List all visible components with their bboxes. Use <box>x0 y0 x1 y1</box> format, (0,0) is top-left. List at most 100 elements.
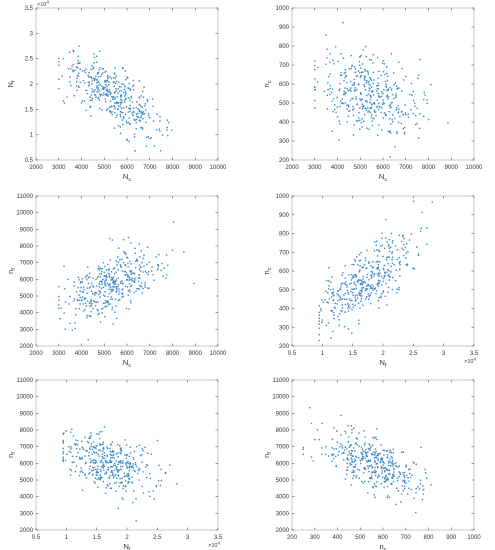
scatter-point <box>148 287 150 289</box>
scatter-point <box>384 295 386 297</box>
scatter-point <box>127 121 130 124</box>
scatter-point <box>98 433 100 435</box>
scatter-point <box>416 107 418 110</box>
scatter-point <box>88 451 90 454</box>
scatter-point <box>103 426 106 428</box>
scatter-point <box>175 483 178 485</box>
scatter-point <box>64 301 67 303</box>
scatter-point <box>329 87 331 90</box>
scatter-point <box>84 297 87 299</box>
scatter-point <box>384 478 386 480</box>
scatter-point <box>373 117 375 120</box>
scatter-point <box>138 277 141 279</box>
scatter-point <box>373 451 375 453</box>
y-tick-label: 7000 <box>20 445 34 451</box>
scatter-point <box>102 88 105 91</box>
y-tick-label: 200 <box>279 344 290 350</box>
scatter-point <box>386 469 388 471</box>
scatter-point <box>346 457 348 459</box>
scatter-point <box>101 430 103 433</box>
scatter-point <box>377 466 379 469</box>
scatter-point <box>61 75 63 77</box>
scatter-point <box>106 276 108 278</box>
scatter-point <box>110 465 112 468</box>
scatter-point <box>80 470 83 472</box>
scatter-point <box>356 297 359 299</box>
scatter-point <box>104 457 106 460</box>
scatter-point <box>354 296 356 299</box>
scatter-point <box>123 270 126 273</box>
scatter-point <box>352 303 354 305</box>
scatter-point <box>335 111 337 114</box>
scatter-point <box>124 99 126 101</box>
scatter-point <box>113 286 116 288</box>
scatter-point <box>380 95 383 98</box>
scatter-point <box>392 448 395 451</box>
x-tick-label: 3 <box>186 535 190 541</box>
scatter-panel-3: 2000 3000 4000 5000 6000 7000 8000 9000 10000200… <box>6 194 227 369</box>
scatter-point <box>324 299 326 301</box>
scatter-point <box>124 113 127 115</box>
scatter-point <box>120 107 123 110</box>
scatter-point <box>320 309 322 312</box>
scatter-point <box>110 271 113 273</box>
scatter-point <box>361 118 363 120</box>
scatter-point <box>111 456 114 459</box>
scatter-point <box>370 464 372 466</box>
scatter-point <box>89 106 91 109</box>
scatter-point <box>375 292 377 295</box>
scatter-point <box>115 290 118 292</box>
scatter-point <box>151 266 153 268</box>
scatter-point <box>362 455 365 458</box>
scatter-point <box>119 478 121 480</box>
scatter-point <box>414 123 417 126</box>
scatter-point <box>75 81 78 83</box>
scatter-point <box>405 464 407 467</box>
scatter-point <box>399 472 401 474</box>
scatter-point <box>342 459 345 461</box>
scatter-point <box>398 61 400 63</box>
scatter-point <box>404 485 406 487</box>
y-multiplier: ×104 <box>37 0 49 8</box>
scatter-point <box>118 299 121 301</box>
scatter-point <box>353 458 356 461</box>
scatter-point <box>365 55 368 58</box>
scatter-point <box>91 303 93 305</box>
scatter-point <box>384 467 386 469</box>
scatter-point <box>404 104 406 106</box>
scatter-point <box>388 462 390 464</box>
scatter-point <box>375 261 377 263</box>
scatter-point <box>112 454 114 456</box>
scatter-point <box>361 291 363 293</box>
scatter-point <box>335 448 337 450</box>
scatter-point <box>141 112 144 114</box>
scatter-point <box>327 455 330 457</box>
y-tick-label: 500 <box>279 101 290 107</box>
scatter-point <box>113 105 116 108</box>
scatter-point <box>116 95 119 98</box>
scatter-point <box>86 278 88 281</box>
scatter-point <box>135 118 138 121</box>
scatter-point <box>346 469 348 471</box>
scatter-point <box>142 113 144 115</box>
scatter-point <box>106 460 108 463</box>
scatter-point <box>73 285 75 287</box>
scatter-point <box>121 477 123 479</box>
scatter-point <box>134 119 136 121</box>
scatter-point <box>385 468 388 471</box>
scatter-point <box>109 303 111 305</box>
scatter-point <box>165 277 167 279</box>
scatter-point <box>91 88 93 90</box>
scatter-point <box>128 140 130 143</box>
scatter-point <box>345 75 348 77</box>
scatter-point <box>96 85 98 87</box>
scatter-point <box>412 112 414 115</box>
scatter-point <box>393 475 395 477</box>
scatter-point <box>120 101 122 104</box>
scatter-point <box>90 435 92 437</box>
scatter-point <box>147 112 150 115</box>
scatter-point <box>330 310 332 312</box>
scatter-point <box>360 75 362 78</box>
scatter-point <box>87 455 90 457</box>
scatter-point <box>131 476 133 479</box>
